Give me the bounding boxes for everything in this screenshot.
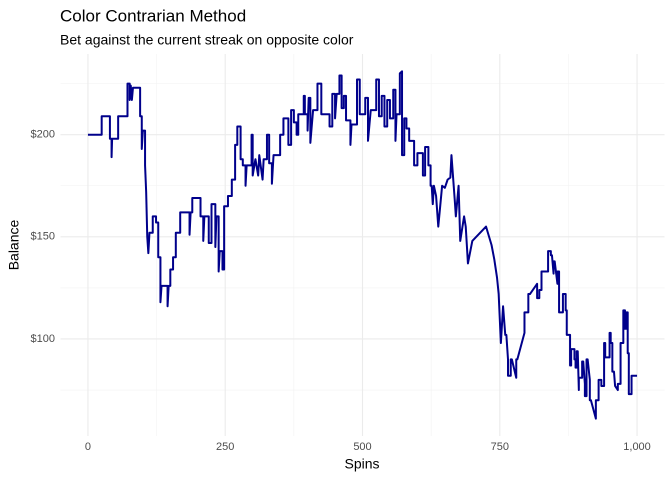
y-tick-label: $100	[31, 333, 55, 345]
x-tick-label: 750	[491, 441, 509, 453]
y-axis-label: Balance	[6, 219, 22, 270]
chart-subtitle: Bet against the current streak on opposi…	[60, 32, 354, 48]
x-tick-label: 1,000	[623, 441, 651, 453]
x-axis-label: Spins	[344, 456, 379, 472]
chart-title: Color Contrarian Method	[60, 6, 246, 25]
y-tick-label: $200	[31, 129, 55, 141]
x-tick-label: 0	[85, 441, 91, 453]
data-line	[87, 70, 638, 420]
y-tick-label: $150	[31, 231, 55, 243]
x-tick-label: 500	[353, 441, 371, 453]
x-tick-label: 250	[216, 441, 234, 453]
